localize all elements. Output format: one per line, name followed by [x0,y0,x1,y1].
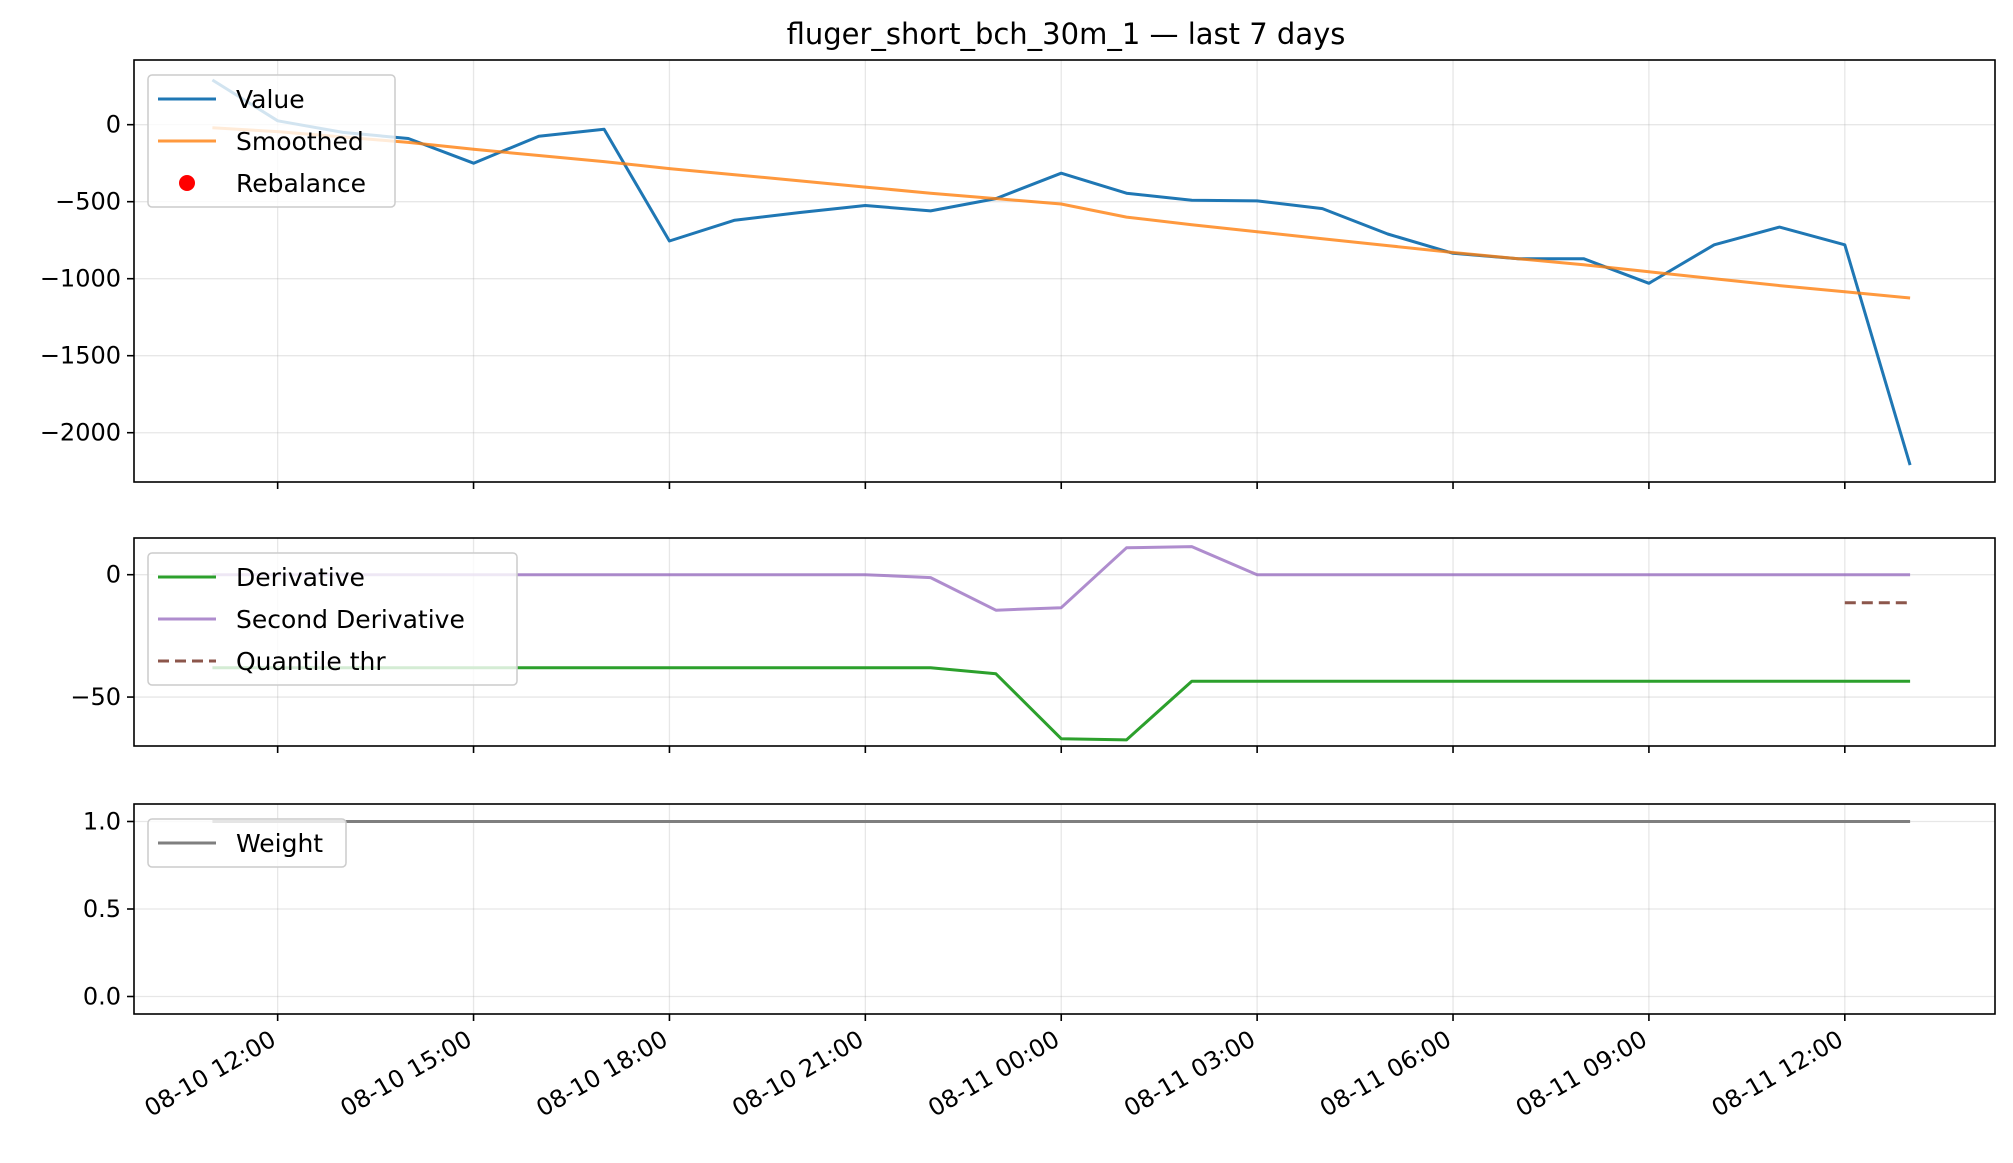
chart-title: fluger_short_bch_30m_1 — last 7 days [787,17,1346,51]
panel-derivative: 0 −50 Derivative Second Derivative Quantile … [70,537,1996,753]
y-tick-label: −50 [70,683,121,711]
y-tick-label: 1.0 [83,808,121,836]
legend-marker-rebalance [179,175,195,191]
legend-box [147,818,347,868]
legend-label-weight: Weight [236,829,323,858]
legend-label-derivative: Derivative [236,563,365,592]
legend-derivative: Derivative Second Derivative Quantile thr [147,552,518,686]
legend-label-rebalance: Rebalance [236,169,366,198]
legend-value: Value Smoothed Rebalance [147,74,396,208]
y-tick-label: −1500 [40,342,121,370]
panel-weight: 1.0 0.5 0.0 Weight [83,803,1996,1021]
series-line-smoothed [212,126,1911,300]
y-tick-label: 0 [106,561,121,589]
panel-value: 0 −500 −1000 −1500 −2000 Value Smoothed Rebalan… [40,59,1996,489]
y-tick-label: −1000 [40,265,121,293]
legend-label-smoothed: Smoothed [236,127,364,156]
legend-weight: Weight [147,818,347,868]
series-group-value [211,78,1912,466]
legend-label-value: Value [236,85,305,114]
series-line-value [211,78,1912,466]
y-tick-label: 0 [106,111,121,139]
y-tick-label: 0.0 [83,983,121,1011]
y-tick-label: −2000 [40,419,121,447]
legend-box [147,74,396,208]
grid-value [134,60,1995,482]
axes-frame-value [133,59,1996,483]
axes-root: 0−500−1000−1500−2000ValueSmoothedRebalan… [40,59,1996,1021]
y-tick-label: −500 [55,188,121,216]
legend-box [147,552,518,686]
legend-label-quantile-thr: Quantile thr [236,647,386,676]
y-tick-label: 0.5 [83,895,121,923]
legend-label-second-derivative: Second Derivative [236,605,465,634]
axes-frame-derivative [133,537,1996,747]
